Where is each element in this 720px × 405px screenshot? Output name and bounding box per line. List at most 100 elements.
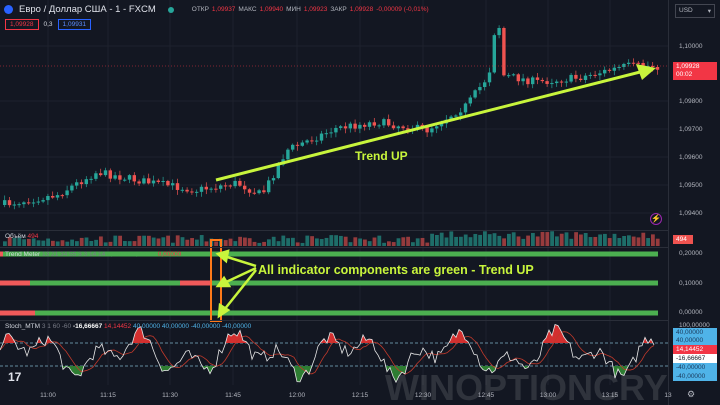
candle [204, 186, 208, 190]
market-open-icon [167, 6, 174, 13]
tradingview-logo[interactable]: 17 [8, 370, 22, 384]
volume-bar [108, 241, 113, 246]
pane-divider[interactable] [0, 247, 668, 248]
volume-bar [51, 240, 55, 246]
volume-bar [199, 235, 204, 246]
candle [329, 132, 333, 134]
candle [22, 202, 26, 205]
candle [247, 189, 252, 193]
candle [195, 191, 199, 193]
volume-bar [291, 237, 295, 246]
spread-value: 0,3 [43, 21, 53, 28]
volume-bar [310, 236, 314, 246]
tm-tick: 0,20000 [679, 250, 703, 257]
buy-button[interactable]: 1,09931 [57, 19, 92, 30]
candle [463, 103, 468, 113]
volume-bar [497, 235, 502, 246]
volume-bar [655, 238, 660, 246]
volume-bar [156, 238, 161, 246]
candle [209, 188, 213, 190]
volume-bar [627, 235, 631, 246]
chart-header: Евро / Доллар США - 1 - FXCM ОТКР 1,09937… [4, 4, 429, 15]
volume-bar [137, 235, 142, 246]
candle [473, 90, 477, 98]
stoch-signal-line [0, 331, 655, 375]
volume-bar [449, 231, 454, 246]
volume-bar [617, 237, 622, 246]
volume-bar [387, 241, 391, 246]
volume-bar [401, 237, 406, 246]
volume-bar [555, 236, 559, 246]
candle [99, 173, 103, 176]
candle [478, 87, 482, 91]
chart-canvas[interactable]: Trend UP All indicator components are gr… [0, 0, 668, 405]
volume-bar [372, 237, 377, 246]
tm-tick: 0,10000 [679, 280, 703, 287]
stoch-tag: 40,00000 [673, 328, 717, 337]
volume-bar [60, 240, 65, 246]
currency-select[interactable]: USD ▾ [675, 4, 715, 18]
candle [65, 190, 69, 196]
candle [262, 190, 266, 193]
candle [55, 195, 60, 198]
price-tick: 1,09500 [679, 182, 703, 189]
candle [175, 183, 180, 190]
candle [199, 186, 204, 192]
volume-bar [646, 238, 650, 246]
candle [622, 63, 626, 67]
ohlc-values: ОТКР 1,09937 МАКС 1,09940 МИН 1,09923 ЗАКР 1… [191, 6, 429, 13]
candle [291, 144, 295, 150]
candle [540, 79, 544, 82]
volume-bar [171, 242, 175, 246]
candle [127, 175, 132, 180]
candle [569, 74, 573, 82]
candle [295, 144, 300, 146]
candle [142, 178, 146, 184]
candle [535, 77, 540, 80]
candle [190, 191, 194, 193]
time-tick: 11:30 [162, 392, 178, 399]
candle [180, 189, 184, 191]
volume-bar [583, 232, 588, 246]
volume-bar [636, 237, 641, 246]
candle [108, 170, 112, 179]
candle [425, 127, 429, 133]
volume-bar [343, 236, 348, 246]
trend-meter-bar [0, 251, 658, 257]
candle [315, 140, 319, 142]
candle [631, 62, 636, 64]
symbol-title[interactable]: Евро / Доллар США - 1 - FXCM [19, 4, 156, 15]
volume-bar [478, 234, 482, 246]
pane-divider[interactable] [0, 230, 668, 231]
lightning-icon[interactable]: ⚡ [650, 213, 662, 225]
settings-icon[interactable]: ⚙ [687, 389, 696, 399]
candle [79, 182, 84, 185]
candle [555, 81, 559, 84]
volume-bar [151, 237, 156, 246]
candle [593, 74, 597, 76]
trend-meter-red-segment [180, 280, 210, 286]
sell-button[interactable]: 1,09928 [5, 19, 39, 30]
pane-divider[interactable] [0, 320, 668, 321]
volume-bar [415, 238, 420, 246]
volume-bar [123, 241, 127, 246]
candle [559, 81, 564, 83]
volume-bar [550, 231, 554, 246]
candle [31, 202, 36, 204]
price-axis[interactable]: USD ▾ 1,10000 1,09800 1,09700 1,09600 1,0… [668, 0, 720, 405]
candle [51, 196, 55, 198]
volume-bar [175, 235, 180, 246]
volume-bar [214, 241, 218, 246]
candle [161, 181, 165, 183]
volume-bar [315, 238, 319, 246]
price-tick: 1,10000 [679, 43, 703, 50]
volume-bar [103, 242, 108, 246]
watermark: WINOPTIONCRYPTO.COM [385, 367, 668, 405]
candle [75, 182, 79, 186]
candle [406, 128, 410, 131]
trend-meter-bars [0, 251, 658, 316]
volume-bar [641, 232, 646, 246]
candle [353, 123, 357, 129]
candle [103, 170, 108, 176]
volume-bar [7, 236, 12, 246]
